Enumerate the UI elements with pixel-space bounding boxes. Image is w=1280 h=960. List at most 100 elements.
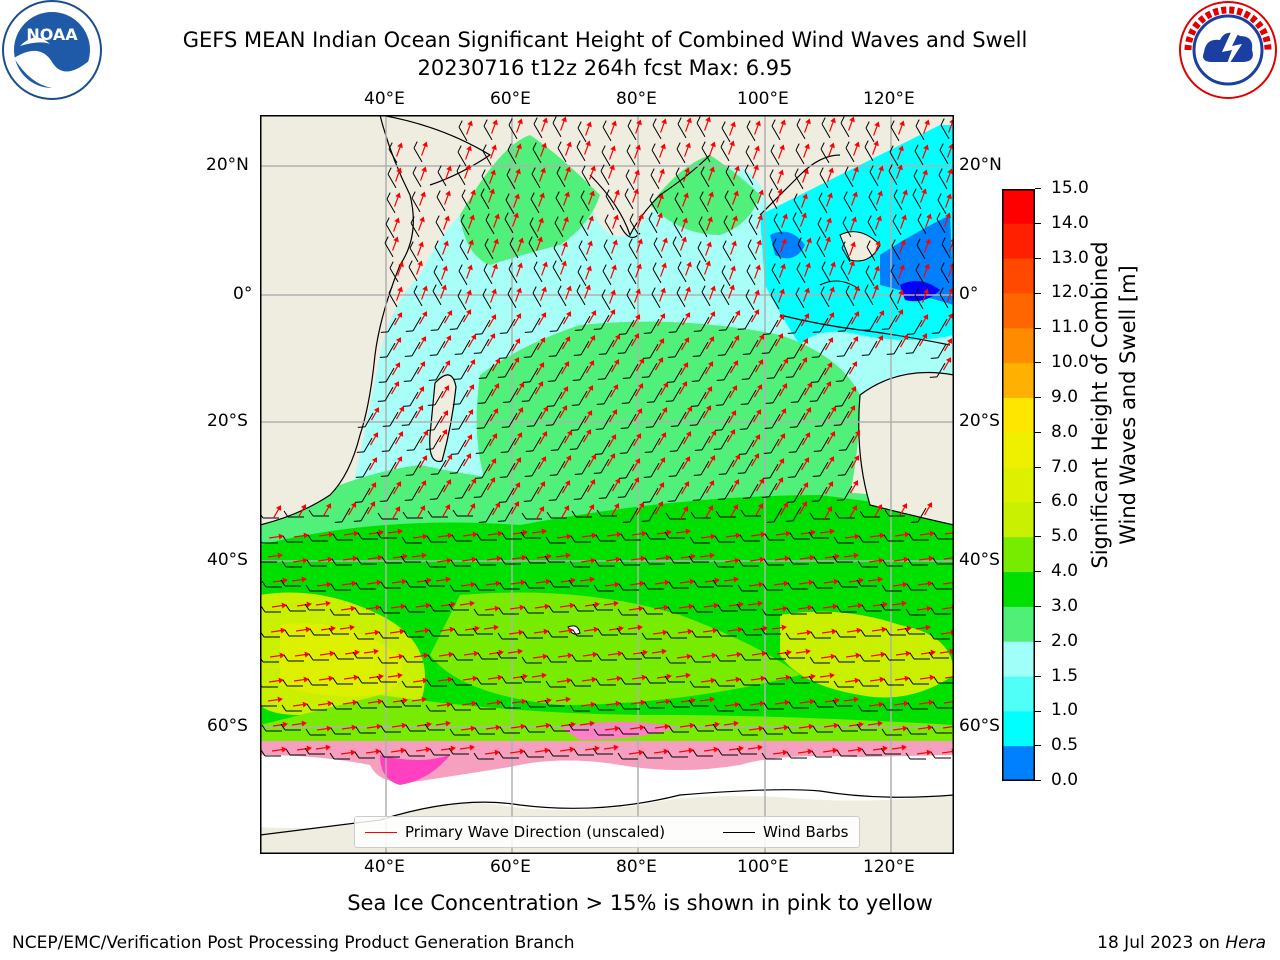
wave-direction-arrow bbox=[367, 698, 383, 705]
wind-barb bbox=[763, 438, 780, 454]
lon-label-top-120E: 120°E bbox=[863, 89, 915, 109]
wind-barb bbox=[425, 560, 446, 568]
wind-barb bbox=[809, 386, 826, 402]
wave-direction-arrow bbox=[917, 580, 933, 587]
wave-direction-arrow bbox=[565, 285, 572, 300]
wave-direction-arrow bbox=[272, 505, 282, 519]
wave-direction-arrow bbox=[877, 165, 884, 180]
wave-direction-arrow bbox=[897, 289, 904, 304]
wind-barb bbox=[692, 605, 713, 613]
wind-barb bbox=[356, 701, 377, 709]
wind-barb bbox=[741, 364, 758, 380]
wave-direction-arrow bbox=[779, 263, 786, 278]
wind-barb bbox=[404, 485, 421, 501]
wind-barb bbox=[693, 724, 714, 732]
wave-direction-arrow bbox=[420, 166, 427, 181]
wave-direction-arrow bbox=[799, 338, 809, 352]
wave-direction-arrow bbox=[680, 236, 687, 251]
wave-direction-arrow bbox=[513, 432, 523, 446]
wave-direction-arrow bbox=[555, 552, 571, 559]
wind-barb bbox=[557, 285, 567, 307]
wave-direction-arrow bbox=[609, 289, 616, 304]
wind-barb bbox=[748, 214, 758, 236]
wave-direction-arrow bbox=[443, 310, 453, 324]
wave-direction-arrow bbox=[317, 700, 333, 707]
wave-direction-arrow bbox=[512, 313, 522, 327]
wind-barb bbox=[888, 164, 898, 186]
wave-direction-arrow bbox=[608, 409, 618, 423]
wind-barb bbox=[714, 535, 735, 543]
wind-barb bbox=[915, 119, 925, 141]
wind-barb bbox=[882, 703, 903, 711]
wind-barb bbox=[916, 238, 926, 260]
wave-direction-arrow bbox=[875, 215, 882, 230]
wave-direction-arrow bbox=[459, 744, 475, 751]
wave-direction-arrow bbox=[491, 502, 501, 516]
wave-direction-arrow bbox=[635, 119, 642, 134]
wave-direction-arrow bbox=[392, 697, 408, 704]
wave-direction-arrow bbox=[683, 406, 693, 420]
wave-direction-arrow bbox=[414, 627, 430, 634]
wave-direction-arrow bbox=[584, 745, 600, 752]
colorbar-tick-mark bbox=[1035, 745, 1041, 747]
wave-direction-arrow bbox=[772, 605, 788, 612]
graticule bbox=[260, 115, 954, 854]
wind-barb bbox=[573, 748, 594, 756]
wind-barb bbox=[889, 289, 899, 311]
wind-barb bbox=[352, 651, 373, 659]
wind-barb bbox=[388, 286, 398, 308]
wave-direction-arrow bbox=[731, 454, 741, 468]
wave-direction-arrow bbox=[415, 602, 431, 609]
wind-barb bbox=[762, 727, 783, 735]
wind-barb bbox=[627, 119, 637, 141]
wave-direction-arrow bbox=[561, 480, 571, 494]
map-legend: Primary Wave Direction (unscaled) Wind B… bbox=[354, 816, 860, 848]
wind-barb bbox=[620, 533, 641, 541]
wind-barb bbox=[644, 437, 661, 453]
wind-barb bbox=[285, 604, 306, 612]
wave-direction-arrow bbox=[753, 145, 760, 160]
wind-barb bbox=[458, 120, 468, 142]
wind-barb bbox=[833, 536, 854, 544]
wave-direction-arrow bbox=[512, 673, 528, 680]
wave-direction-arrow bbox=[581, 676, 597, 683]
wind-barb bbox=[819, 167, 829, 189]
footer-date: 18 Jul 2023 on Hera bbox=[1097, 933, 1266, 953]
lon-label-bottom-120E: 120°E bbox=[863, 857, 915, 877]
wind-barb bbox=[865, 265, 875, 287]
wave-direction-arrow bbox=[421, 285, 428, 300]
wave-direction-arrow bbox=[947, 143, 954, 158]
wind-barb bbox=[500, 557, 521, 565]
chart-title-line1: GEFS MEAN Indian Ocean Significant Heigh… bbox=[182, 28, 1028, 52]
wind-barb bbox=[716, 365, 733, 381]
wind-barb bbox=[389, 261, 399, 283]
wind-barb bbox=[738, 559, 759, 567]
wind-barb bbox=[260, 749, 281, 757]
wind-barb bbox=[905, 338, 922, 354]
wind-barb bbox=[738, 703, 759, 711]
wind-barb bbox=[426, 679, 447, 687]
wind-barb bbox=[597, 364, 614, 380]
wind-barb bbox=[402, 655, 423, 663]
wave-direction-arrow bbox=[802, 407, 812, 421]
wind-barb bbox=[675, 167, 685, 189]
wind-barb bbox=[714, 679, 735, 687]
lat-label-right-0: 0° bbox=[959, 284, 979, 304]
wave-direction-arrow bbox=[823, 722, 839, 729]
wind-barb bbox=[737, 728, 758, 736]
wave-direction-arrow bbox=[848, 577, 864, 584]
wave-direction-arrow bbox=[588, 190, 595, 205]
wave-direction-arrow bbox=[800, 212, 807, 227]
wave-direction-arrow bbox=[467, 334, 477, 348]
wave-direction-arrow bbox=[396, 286, 403, 301]
wind-barb bbox=[557, 141, 567, 163]
wind-barb bbox=[617, 482, 634, 498]
wave-direction-arrow bbox=[867, 720, 883, 727]
wave-direction-arrow bbox=[774, 699, 790, 706]
wind-barb bbox=[813, 700, 834, 708]
wave-direction-arrow bbox=[514, 168, 521, 183]
wind-barb bbox=[740, 389, 757, 405]
wind-barb bbox=[522, 631, 543, 639]
wind-barb bbox=[574, 315, 591, 331]
wave-direction-arrow bbox=[772, 749, 788, 756]
